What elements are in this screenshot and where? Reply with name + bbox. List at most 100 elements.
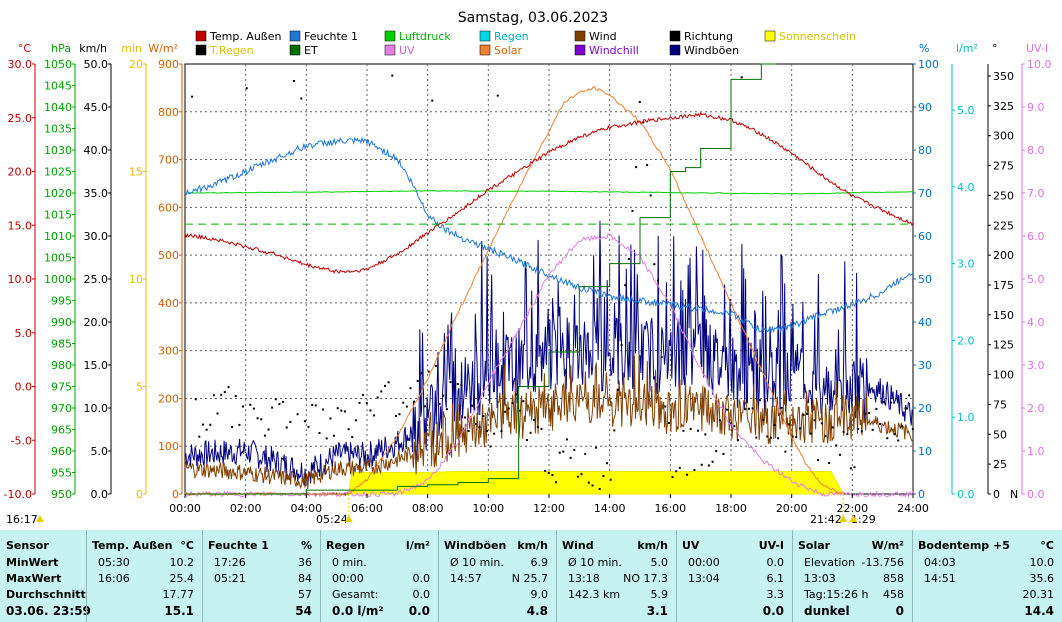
table-cell-value: NO 17.3 [623,572,668,585]
table-cell-row: 3.3 [676,588,792,604]
table-cell-value: -13.756 [861,556,904,569]
table-cell-value: 54 [295,604,312,618]
table-column-separator [86,530,87,622]
richtung-point [343,410,346,413]
richtung-point [387,381,390,384]
richtung-point [817,459,820,462]
table-cell-row: 13:03 858 [792,572,912,588]
table-cell-row: 20.31 [912,588,1062,604]
richtung-point [391,74,394,77]
table-cell-value: 57 [298,588,312,601]
right-axis-tick-label: 150 [993,309,1014,322]
table-cell-row: 17.77 [86,588,202,604]
left-axis-tick-label: 800 [158,106,179,119]
richtung-point [245,87,248,90]
right-axis-tick-label: 2.0 [957,334,975,347]
legend-swatch [195,44,207,56]
table-cell-row: 00:00 0.0 [320,572,438,588]
table-column-separator [676,530,677,622]
richtung-point [791,435,794,438]
richtung-point [576,475,579,478]
table-cell-row: 54 [202,604,320,620]
richtung-point [485,430,488,432]
legend-swatch [384,30,396,42]
left-axis-tick-label: 990 [51,316,72,329]
richtung-point [868,412,871,414]
left-axis-tick-label: -5.0 [11,434,32,447]
right-axis-tick-label: 40 [918,316,932,329]
sun-markers: 16:17 05:24 21:42 1:29 [6,494,876,526]
table-header: UV UV-I [676,539,792,555]
legend-label: Windböen [684,44,739,57]
richtung-point [707,464,710,467]
right-axis-tick-label: 10 [918,445,932,458]
table-column-separator [792,530,793,622]
legend-swatch [479,44,491,56]
legend-swatch [479,30,491,42]
legend-label: Windchill [589,44,639,57]
richtung-point [893,433,896,436]
richtung-point [336,407,339,410]
right-axis-tick-label: 4.0 [957,181,975,194]
richtung-point [442,394,445,397]
table-cell-value: 36 [298,556,312,569]
richtung-point [489,445,492,448]
table-cell-label: 0.0 l/m² [332,604,384,618]
richtung-point [482,415,485,417]
table-cell-value: N 25.7 [511,572,548,585]
richtung-point [860,430,863,433]
richtung-point [300,97,303,100]
table-cell-label: 16:06 [98,572,130,585]
richtung-point [416,379,419,382]
left-axis-tick-label: 965 [51,424,72,437]
right-axis-tick-label: 3.0 [957,258,975,271]
richtung-point [751,407,754,410]
right-axis-tick-label: 50 [918,273,932,286]
right-axis-unit: l/m² [956,42,978,55]
richtung-point [354,419,357,422]
richtung-point [842,430,845,433]
left-axis-tick-label: 950 [51,488,72,501]
richtung-point [879,423,881,425]
right-axis-tick-label: 90 [918,101,932,114]
left-axis-tick-label: 1050 [44,58,72,71]
richtung-point [260,418,263,421]
table-cell-label: MaxWert [6,572,62,585]
richtung-point [788,423,790,426]
richtung-point [686,473,689,476]
richtung-point [471,404,474,407]
table-cell-row: 15.1 [86,604,202,620]
right-axis-tick-label: 25 [993,458,1007,471]
legend-swatch [669,44,681,56]
table-cell-value: 3.1 [646,604,668,618]
left-axis-tick-label: 1035 [44,123,72,136]
richtung-point [525,439,528,441]
richtung-point [558,451,561,454]
table-cell-value: 0.0 [408,604,430,618]
table-header-title: Feuchte 1 [208,539,269,552]
richtung-point [671,476,674,479]
richtung-point [511,401,514,404]
right-axis-tick-label: 3.0 [1027,359,1045,372]
richtung-point [438,403,441,406]
richtung-point [889,401,892,404]
legend-label: Solar [494,44,523,57]
richtung-point [831,426,834,429]
richtung-point [773,424,776,426]
table-header-unit: °C [1040,539,1054,552]
table-cell-value: 17.77 [162,588,195,601]
richtung-point [413,400,416,403]
table-cell-value: 35.6 [1029,572,1055,585]
richtung-point [598,488,601,490]
richtung-point [475,423,477,425]
table-header: Solar W/m² [792,539,912,555]
right-axis-tick-label: 0.0 [957,488,975,501]
right-axis-unit: UV-I [1026,42,1048,55]
x-axis-tick-label: 08:00 [412,502,444,515]
left-axis-tick-label: 1040 [44,101,72,114]
richtung-point [853,466,856,469]
richtung-point [340,409,343,412]
table-cell-value: 25.4 [169,572,195,585]
richtung-point [828,462,831,464]
richtung-point [467,430,470,432]
